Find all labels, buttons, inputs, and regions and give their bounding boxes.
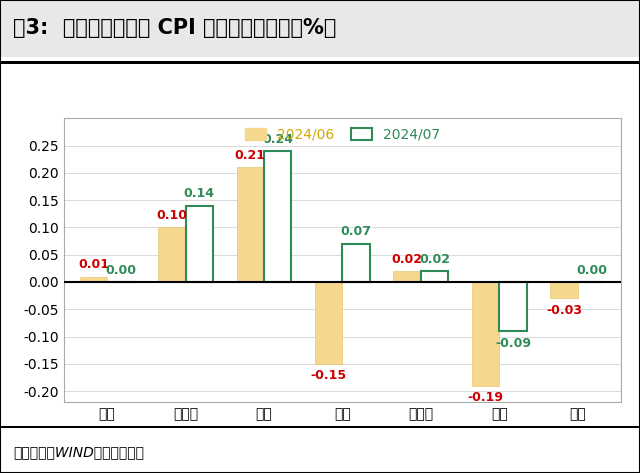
Bar [237, 167, 264, 282]
Text: 0.01: 0.01 [78, 258, 109, 271]
Text: 0.14: 0.14 [184, 187, 215, 200]
Text: 0.24: 0.24 [262, 132, 293, 146]
Text: 资料来源：WIND，财信研究院: 资料来源：WIND，财信研究院 [13, 445, 144, 459]
Text: -0.09: -0.09 [495, 337, 531, 350]
Text: 0.02: 0.02 [392, 253, 422, 266]
Text: 0.00: 0.00 [576, 263, 607, 277]
Bar [550, 282, 578, 298]
Text: -0.15: -0.15 [310, 369, 347, 382]
Legend: 2024/06, 2024/07: 2024/06, 2024/07 [239, 123, 445, 148]
Bar [264, 151, 291, 282]
Bar [394, 271, 421, 282]
Bar [186, 206, 213, 282]
Text: 0.02: 0.02 [419, 253, 450, 266]
Bar [421, 271, 448, 282]
Bar [80, 277, 107, 282]
Text: 0.00: 0.00 [106, 263, 136, 277]
Text: 0.07: 0.07 [340, 225, 372, 238]
Bar [499, 282, 527, 331]
Bar [472, 282, 499, 385]
Bar [315, 282, 342, 364]
Text: 图3:  主要食品分项对 CPI 同比的拉动作用（%）: 图3: 主要食品分项对 CPI 同比的拉动作用（%） [13, 18, 336, 38]
Text: -0.19: -0.19 [468, 391, 504, 404]
Bar [158, 228, 186, 282]
Text: 0.21: 0.21 [235, 149, 266, 162]
Text: -0.03: -0.03 [546, 304, 582, 317]
Bar [342, 244, 370, 282]
Text: 0.10: 0.10 [156, 209, 188, 222]
